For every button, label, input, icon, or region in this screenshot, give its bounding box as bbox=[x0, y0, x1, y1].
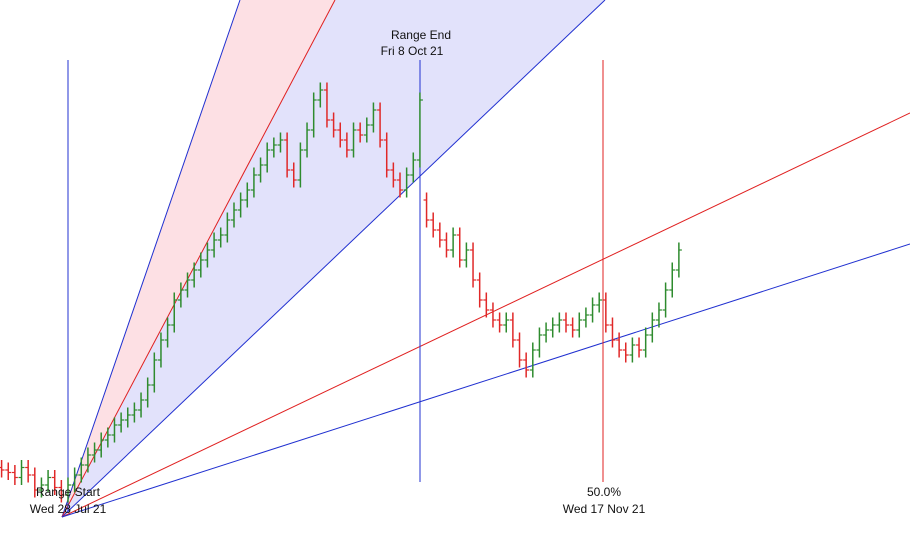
annotation: Wed 28 Jul 21 bbox=[30, 502, 107, 516]
annotation: Range End bbox=[391, 28, 451, 42]
annotation: Range Start bbox=[36, 485, 101, 499]
annotation: Fri 8 Oct 21 bbox=[381, 44, 444, 58]
price-bars bbox=[0, 82, 682, 503]
fan-line bbox=[61, 0, 606, 518]
fan-drawing bbox=[61, 0, 910, 518]
annotation: Wed 17 Nov 21 bbox=[563, 502, 646, 516]
fan-line bbox=[61, 243, 910, 518]
fan-line bbox=[61, 0, 241, 518]
annotation: 50.0% bbox=[587, 485, 621, 499]
